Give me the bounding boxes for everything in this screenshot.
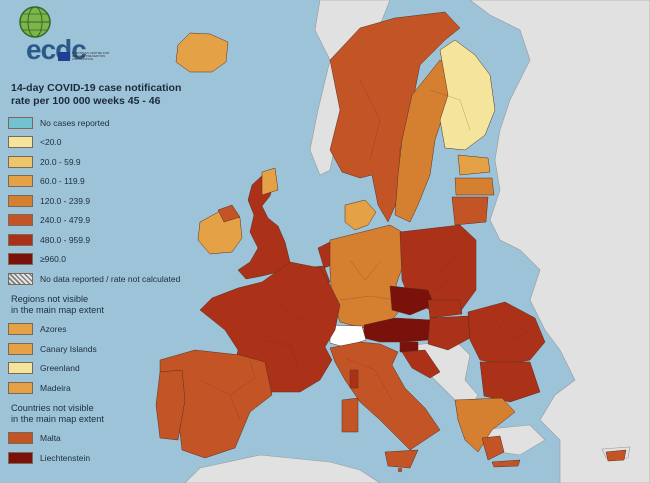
region-hungary [427, 315, 471, 351]
legend-classes: No cases reported <20.0 20.0 - 59.9 60.0 - … [8, 113, 208, 289]
legend-title-line-1: 14-day COVID-19 case notification [11, 82, 182, 94]
legend-title: 14-day COVID-19 case notification rate p… [11, 82, 208, 107]
ecdc-logo: ecdc EUROPEAN CENTRE FOR DISEASE PREVENT… [10, 4, 120, 70]
legend-swatch [8, 214, 33, 227]
legend-region-item: Madeira [8, 378, 208, 398]
region-finland [439, 39, 496, 151]
legend-country-item: Liechtenstein [8, 448, 208, 468]
legend-label: <20.0 [40, 137, 62, 148]
region-scotland-north [261, 167, 279, 196]
region-corsica [349, 369, 359, 389]
region-slovakia [427, 299, 463, 319]
legend-label: ≥960.0 [40, 254, 66, 265]
region-crete [491, 459, 521, 468]
region-bulgaria [479, 361, 541, 403]
region-germany [329, 224, 406, 329]
map-legend: 14-day COVID-19 case notification rate p… [8, 82, 208, 468]
region-sicily [384, 449, 419, 469]
legend-label: Liechtenstein [40, 452, 91, 463]
legend-swatch [8, 381, 33, 394]
north-africa [184, 454, 381, 483]
region-romania [467, 301, 546, 366]
legend-country-item: Malta [8, 429, 208, 449]
legend-label: 20.0 - 59.9 [40, 156, 81, 167]
eu-eea-countries [155, 11, 627, 469]
legend-class-item: No data reported / rate not calculated [8, 269, 208, 289]
legend-swatch [8, 432, 33, 445]
regions-heading-line-2: in the main map extent [11, 305, 104, 315]
countries-heading-line-2: in the main map extent [11, 414, 104, 424]
legend-label: Madeira [40, 382, 71, 393]
legend-swatch [8, 155, 33, 168]
regions-heading: Regions not visible in the main map exte… [11, 294, 208, 317]
countries-heading-line-1: Countries not visible [11, 402, 94, 413]
logo-subtitle: EUROPEAN CENTRE FOR DISEASE PREVENTION A… [72, 51, 110, 61]
legend-label: No data reported / rate not calculated [40, 273, 181, 284]
legend-label: Malta [40, 433, 61, 444]
region-northern-ireland [217, 204, 241, 223]
region-lithuania [451, 196, 489, 226]
legend-region-item: Canary Islands [8, 339, 208, 359]
countries-heading: Countries not visible in the main map ex… [11, 403, 208, 426]
legend-swatch [8, 194, 33, 207]
legend-swatch [8, 451, 33, 464]
globe-icon [19, 6, 51, 38]
legend-label: 120.0 - 239.9 [40, 195, 91, 206]
legend-class-item: 20.0 - 59.9 [8, 152, 208, 172]
region-czechia [389, 285, 435, 316]
region-croatia [401, 349, 441, 379]
legend-class-item: 480.0 - 959.9 [8, 230, 208, 250]
legend-swatch [8, 116, 33, 129]
legend-label: Greenland [40, 363, 80, 374]
region-estonia [457, 154, 491, 176]
region-slovenia [399, 341, 419, 353]
legend-class-item: No cases reported [8, 113, 208, 133]
legend-swatch [8, 175, 33, 188]
region-cyprus [605, 449, 627, 462]
legend-swatch [8, 233, 33, 246]
legend-regions: Azores Canary Islands Greenland Madeira [8, 320, 208, 398]
legend-swatch [8, 136, 33, 149]
region-austria [363, 317, 433, 343]
legend-class-item: ≥960.0 [8, 250, 208, 270]
legend-swatch [8, 362, 33, 375]
legend-countries: Malta Liechtenstein [8, 429, 208, 468]
region-portugal [155, 369, 186, 441]
region-italy [329, 341, 441, 451]
legend-swatch [8, 342, 33, 355]
region-iceland [175, 32, 229, 73]
legend-label: No cases reported [40, 117, 110, 128]
logo-wordmark: ecdc [26, 34, 87, 65]
legend-label: Canary Islands [40, 343, 97, 354]
legend-class-item: 60.0 - 119.9 [8, 172, 208, 192]
legend-region-item: Greenland [8, 359, 208, 379]
legend-swatch [8, 253, 33, 266]
legend-region-item: Azores [8, 320, 208, 340]
region-peloponnese [481, 435, 505, 461]
legend-swatch [8, 323, 33, 336]
malta-dot [397, 467, 403, 473]
legend-class-item: <20.0 [8, 133, 208, 153]
region-denmark [344, 199, 377, 231]
regions-heading-line-1: Regions not visible [11, 293, 89, 304]
region-sardinia [341, 397, 359, 433]
legend-title-line-2: rate per 100 000 weeks 45 - 46 [11, 94, 161, 107]
legend-class-item: 120.0 - 239.9 [8, 191, 208, 211]
legend-label: 480.0 - 959.9 [40, 234, 91, 245]
legend-label: Azores [40, 324, 67, 335]
legend-label: 60.0 - 119.9 [40, 176, 85, 187]
legend-label: 240.0 - 479.9 [40, 215, 91, 226]
legend-class-item: 240.0 - 479.9 [8, 211, 208, 231]
legend-swatch [8, 272, 33, 285]
region-latvia [454, 177, 495, 196]
eu-flag-icon [58, 52, 70, 61]
regional-boundaries [199, 79, 531, 421]
